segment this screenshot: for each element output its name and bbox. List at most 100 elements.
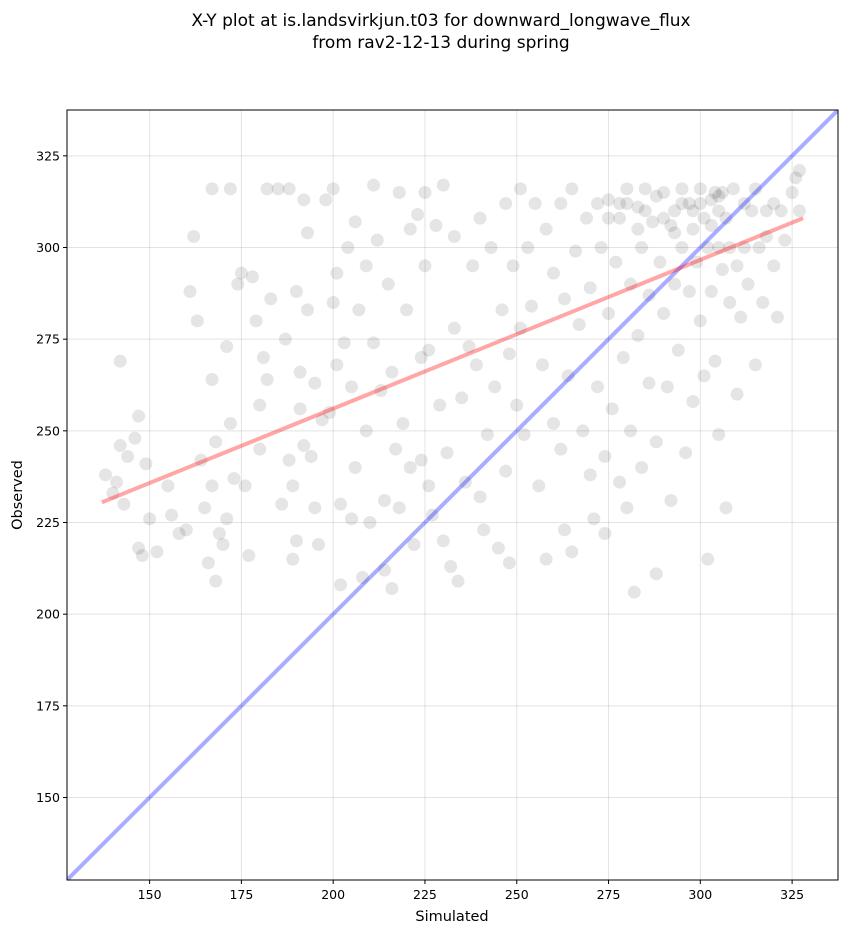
data-point bbox=[657, 307, 671, 320]
data-point bbox=[363, 516, 377, 529]
data-point bbox=[521, 241, 535, 254]
data-point bbox=[565, 182, 579, 196]
data-point bbox=[701, 552, 715, 566]
y-tick-label: 300 bbox=[36, 240, 60, 255]
data-point bbox=[326, 182, 340, 196]
y-tick-label: 200 bbox=[36, 607, 60, 622]
data-point bbox=[264, 292, 278, 306]
plot-frame bbox=[66, 109, 839, 881]
data-point bbox=[260, 182, 274, 196]
y-tick-label: 325 bbox=[36, 148, 60, 163]
data-point bbox=[664, 494, 678, 507]
data-point bbox=[334, 497, 348, 511]
data-point bbox=[635, 461, 649, 474]
data-point bbox=[190, 314, 204, 328]
data-point bbox=[546, 266, 560, 280]
data-point bbox=[139, 457, 153, 471]
data-point bbox=[587, 512, 601, 526]
data-point bbox=[598, 450, 612, 463]
data-point bbox=[183, 285, 197, 298]
data-point bbox=[99, 468, 113, 482]
data-point bbox=[715, 263, 729, 276]
data-point bbox=[583, 281, 597, 295]
data-point bbox=[367, 336, 381, 350]
data-point bbox=[535, 358, 549, 372]
data-point bbox=[620, 197, 634, 210]
data-point bbox=[506, 259, 520, 273]
data-point bbox=[594, 241, 608, 254]
data-point bbox=[172, 527, 186, 540]
data-point bbox=[657, 211, 671, 225]
data-point bbox=[282, 453, 296, 467]
data-point bbox=[201, 556, 215, 570]
data-point bbox=[748, 182, 762, 196]
data-point bbox=[627, 585, 641, 599]
data-point bbox=[289, 534, 303, 548]
data-point bbox=[275, 497, 289, 511]
x-tick-label: 150 bbox=[138, 887, 162, 902]
data-point bbox=[631, 222, 645, 236]
data-point bbox=[745, 204, 759, 218]
data-point bbox=[752, 241, 766, 254]
data-point bbox=[712, 428, 726, 441]
data-point bbox=[602, 211, 616, 225]
data-point bbox=[649, 189, 663, 203]
data-point bbox=[682, 285, 696, 298]
data-point bbox=[686, 204, 700, 218]
data-point bbox=[616, 351, 630, 364]
data-point bbox=[686, 222, 700, 236]
data-point bbox=[513, 321, 527, 335]
data-point bbox=[785, 186, 799, 199]
data-point bbox=[561, 369, 575, 383]
data-point bbox=[216, 538, 230, 551]
data-point bbox=[539, 222, 553, 236]
data-point bbox=[227, 472, 241, 485]
x-tick-label: 275 bbox=[597, 887, 621, 902]
data-point bbox=[300, 303, 314, 317]
data-point bbox=[400, 303, 414, 317]
data-point bbox=[297, 439, 311, 452]
data-point bbox=[106, 486, 120, 500]
data-point bbox=[462, 340, 476, 353]
data-point bbox=[660, 380, 674, 394]
data-point bbox=[447, 230, 461, 243]
data-point bbox=[418, 259, 432, 273]
x-tick-label: 300 bbox=[688, 887, 712, 902]
data-point bbox=[723, 241, 737, 254]
data-point bbox=[150, 545, 164, 559]
data-point bbox=[708, 354, 722, 368]
data-point bbox=[308, 501, 322, 515]
y-tick-label: 175 bbox=[36, 698, 60, 713]
data-point bbox=[337, 336, 351, 350]
data-point bbox=[495, 303, 509, 317]
y-tick-label: 225 bbox=[36, 515, 60, 530]
data-point bbox=[510, 398, 524, 412]
data-point bbox=[693, 182, 707, 196]
data-point bbox=[767, 259, 781, 273]
data-point bbox=[326, 296, 340, 309]
data-point bbox=[756, 296, 770, 309]
data-point bbox=[444, 560, 458, 573]
data-point bbox=[675, 241, 689, 254]
data-point bbox=[664, 219, 678, 232]
data-point bbox=[135, 549, 149, 562]
data-point bbox=[473, 211, 487, 225]
data-point bbox=[187, 230, 201, 243]
data-point bbox=[385, 365, 399, 379]
data-point bbox=[345, 512, 359, 526]
data-point bbox=[697, 369, 711, 383]
data-point bbox=[330, 358, 344, 372]
data-point bbox=[697, 211, 711, 225]
data-point bbox=[436, 534, 450, 548]
regression-line bbox=[101, 216, 804, 505]
data-point bbox=[734, 310, 748, 324]
data-point bbox=[212, 527, 226, 540]
data-point bbox=[620, 182, 634, 196]
data-point bbox=[568, 244, 582, 258]
data-point bbox=[712, 241, 726, 254]
data-point bbox=[557, 523, 571, 537]
data-point bbox=[631, 329, 645, 342]
data-point bbox=[576, 424, 590, 438]
data-point bbox=[223, 417, 237, 430]
data-point bbox=[741, 277, 755, 291]
